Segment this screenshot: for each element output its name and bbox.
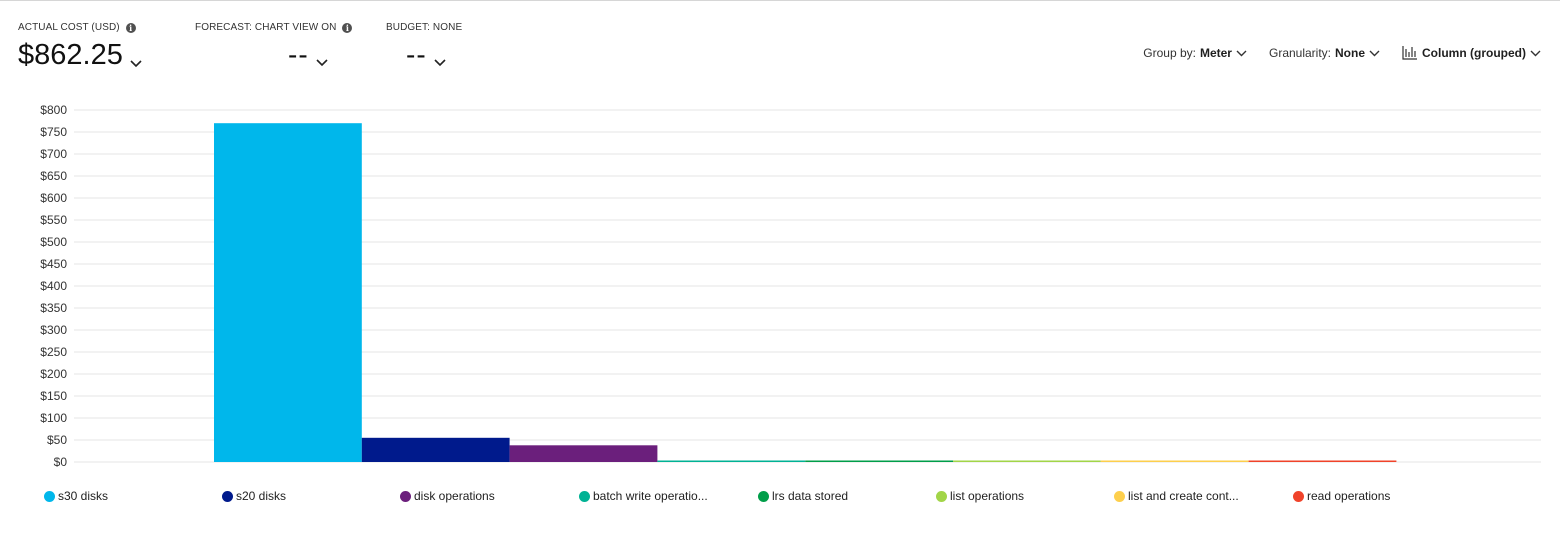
y-tick-label: $800 xyxy=(40,103,67,117)
forecast-value-row[interactable]: -- xyxy=(195,39,352,71)
chart-type-dropdown[interactable]: Column (grouped) xyxy=(1402,46,1541,60)
legend-label: list and create cont... xyxy=(1128,489,1239,503)
group-by-label: Group by: xyxy=(1143,46,1196,60)
budget-label: BUDGET: NONE xyxy=(386,22,463,33)
y-axis: $0 $50 $100 $150 $200 $250 $300 $350 $400 $450 $50… xyxy=(40,103,67,469)
legend-label: lrs data stored xyxy=(772,489,849,503)
legend-label: read operations xyxy=(1307,489,1391,503)
forecast-value: -- xyxy=(288,39,309,70)
legend-item[interactable]: list and create cont... xyxy=(1114,489,1239,503)
budget-value: -- xyxy=(406,39,427,70)
legend-item[interactable]: list operations xyxy=(936,489,1024,503)
chevron-down-icon xyxy=(1530,50,1541,57)
chevron-down-icon xyxy=(1236,50,1247,57)
actual-cost-kpi[interactable]: ACTUAL COST (USD) i $862.25 xyxy=(18,22,143,72)
chart-controls: Group by: Meter Granularity: None Column… xyxy=(1143,46,1541,60)
bar-batch-write-operatio[interactable] xyxy=(657,460,806,463)
group-by-value: Meter xyxy=(1199,46,1232,60)
top-border xyxy=(0,0,1560,1)
y-tick-label: $150 xyxy=(40,389,67,403)
bar-s30-disks[interactable] xyxy=(214,123,362,462)
legend-dot-icon xyxy=(1293,490,1304,502)
budget-kpi[interactable]: BUDGET: NONE -- xyxy=(386,22,462,71)
chevron-down-icon[interactable] xyxy=(433,57,447,67)
y-tick-label: $650 xyxy=(40,169,67,183)
legend-dot-icon xyxy=(936,490,947,502)
y-tick-label: $750 xyxy=(40,125,67,139)
y-tick-label: $600 xyxy=(40,191,67,205)
y-tick-label: $400 xyxy=(40,279,67,293)
legend-item[interactable]: batch write operatio... xyxy=(579,489,708,503)
actual-cost-value: $862.25 xyxy=(18,39,123,71)
legend-item[interactable]: s30 disks xyxy=(44,489,108,503)
legend-label: s20 disks xyxy=(236,489,287,503)
legend-item[interactable]: lrs data stored xyxy=(758,489,848,503)
bar-list-operations[interactable] xyxy=(953,460,1101,463)
actual-cost-label-row: ACTUAL COST (USD) i xyxy=(18,22,143,33)
granularity-label: Granularity: xyxy=(1268,46,1332,60)
actual-cost-label: ACTUAL COST (USD) xyxy=(18,22,120,33)
info-icon[interactable]: i xyxy=(342,22,353,33)
y-tick-label: $250 xyxy=(40,345,67,359)
y-tick-label: $350 xyxy=(40,301,67,315)
forecast-label-row: FORECAST: CHART VIEW ON i xyxy=(195,22,353,33)
chevron-down-icon xyxy=(1369,50,1380,57)
chart-bars xyxy=(214,123,1397,463)
actual-cost-value-row[interactable]: $862.25 xyxy=(18,39,143,72)
y-tick-label: $500 xyxy=(40,235,67,249)
legend-label: s30 disks xyxy=(58,489,109,503)
legend-dot-icon xyxy=(758,490,769,502)
forecast-kpi[interactable]: FORECAST: CHART VIEW ON i -- xyxy=(195,22,353,71)
y-tick-label: $0 xyxy=(54,455,68,469)
y-tick-label: $100 xyxy=(40,411,67,425)
column-chart-icon xyxy=(1402,46,1418,60)
budget-value-row[interactable]: -- xyxy=(386,39,462,71)
legend-item[interactable]: s20 disks xyxy=(222,489,286,503)
y-tick-label: $200 xyxy=(40,367,67,381)
legend-dot-icon xyxy=(579,490,590,502)
legend-dot-icon xyxy=(44,490,55,502)
chevron-down-icon[interactable] xyxy=(129,58,143,68)
granularity-value: None xyxy=(1335,46,1366,60)
legend-dot-icon xyxy=(1114,490,1125,502)
bar-list-and-create-cont[interactable] xyxy=(1100,460,1249,463)
legend-item[interactable]: disk operations xyxy=(400,489,495,503)
group-by-dropdown[interactable]: Group by: Meter xyxy=(1143,46,1247,60)
chart-legend: s30 disks s20 disks disk operations batch w… xyxy=(0,489,1560,505)
legend-dot-icon xyxy=(222,490,233,502)
info-icon[interactable]: i xyxy=(125,22,136,33)
chart-type-value: Column (grouped) xyxy=(1422,46,1526,60)
bar-disk-operations[interactable] xyxy=(509,445,658,462)
legend-label: batch write operatio... xyxy=(593,489,708,503)
y-tick-label: $300 xyxy=(40,323,67,337)
y-tick-label: $550 xyxy=(40,213,67,227)
legend-item[interactable]: read operations xyxy=(1293,489,1390,503)
cost-chart: $0 $50 $100 $150 $200 $250 $300 $350 $400 $450 $50… xyxy=(40,103,1541,469)
forecast-label: FORECAST: CHART VIEW ON xyxy=(195,22,337,33)
chevron-down-icon[interactable] xyxy=(315,57,329,67)
legend-label: list operations xyxy=(950,489,1025,503)
bar-lrs-data-stored[interactable] xyxy=(805,460,953,463)
legend-label: disk operations xyxy=(414,489,495,503)
budget-label-row: BUDGET: NONE xyxy=(386,22,462,33)
bar-s20-disks[interactable] xyxy=(361,437,510,462)
y-tick-label: $700 xyxy=(40,147,67,161)
bar-read-operations[interactable] xyxy=(1248,460,1397,463)
y-tick-label: $450 xyxy=(40,257,67,271)
granularity-dropdown[interactable]: Granularity: None xyxy=(1269,46,1380,60)
y-tick-label: $50 xyxy=(47,433,67,447)
legend-dot-icon xyxy=(400,490,411,502)
